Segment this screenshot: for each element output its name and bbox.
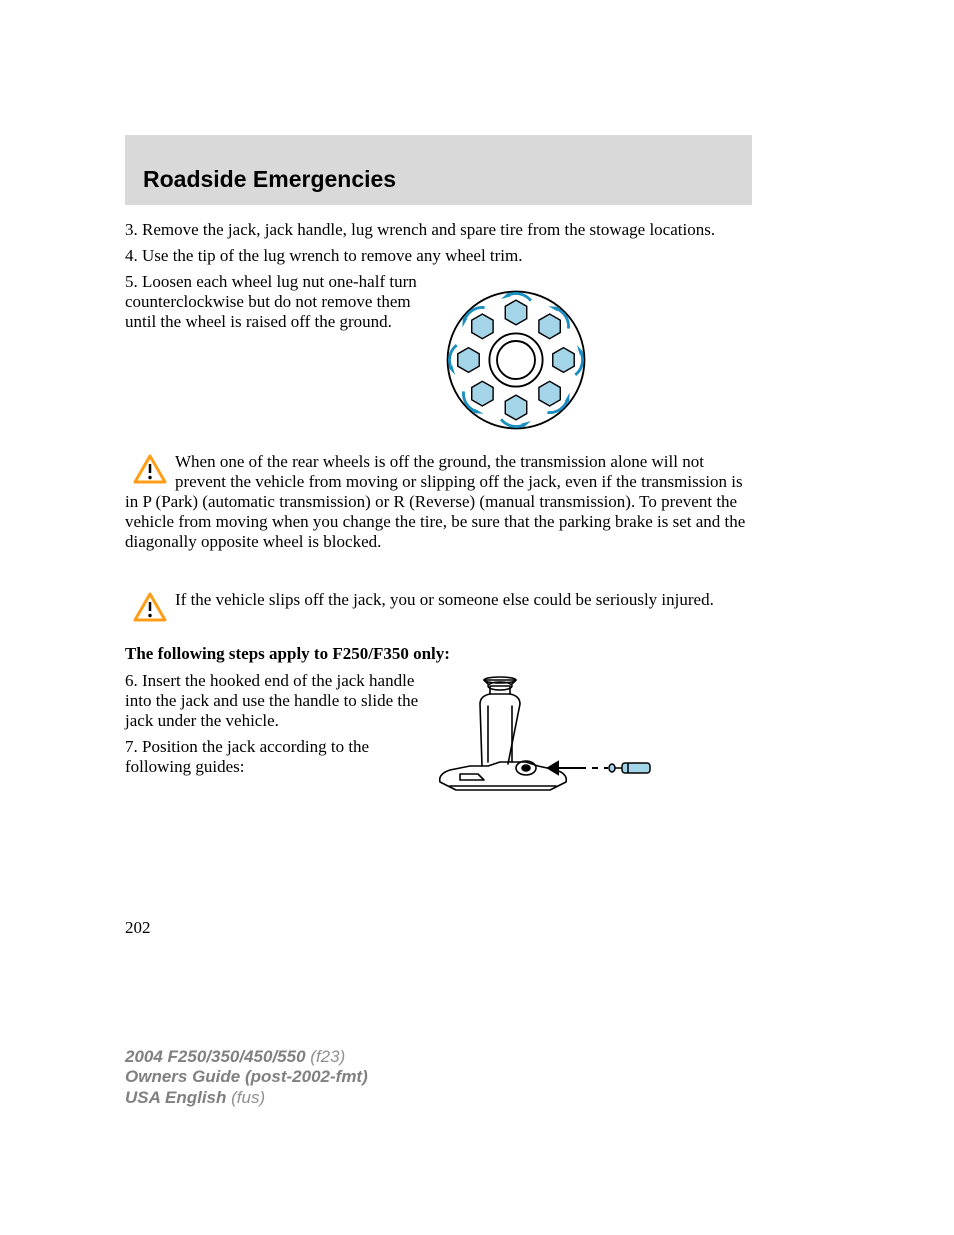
lug-nut-diagram	[440, 284, 592, 436]
jack-diagram	[430, 674, 656, 804]
lug-nut	[458, 348, 479, 373]
rotation-arrowhead	[474, 409, 484, 414]
lug-nut	[539, 314, 560, 339]
footer-lang: USA English	[125, 1088, 226, 1107]
rotation-arrowhead	[565, 393, 570, 403]
warning-icon	[133, 454, 167, 484]
rotation-arrow	[575, 351, 582, 375]
page-number: 202	[125, 918, 151, 938]
footer-code-1: (f23)	[310, 1047, 345, 1066]
warning-text-2: If the vehicle slips off the jack, you o…	[125, 590, 752, 610]
step-4: 4. Use the tip of the lug wrench to remo…	[125, 246, 752, 266]
footer-line-1: 2004 F250/350/450/550 (f23)	[125, 1047, 368, 1067]
footer-code-2: (fus)	[231, 1088, 265, 1107]
step-6: 6. Insert the hooked end of the jack han…	[125, 671, 435, 731]
rotation-arrowhead	[462, 318, 467, 328]
section-header: Roadside Emergencies	[125, 135, 752, 205]
lug-nut	[539, 381, 560, 406]
rotation-arrowhead	[549, 306, 559, 311]
footer-model: 2004 F250/350/450/550	[125, 1047, 306, 1066]
step-7: 7. Position the jack according to the fo…	[125, 737, 435, 777]
warning-icon	[133, 592, 167, 622]
warning-text-1: When one of the rear wheels is off the g…	[125, 452, 752, 552]
warning-box-1: When one of the rear wheels is off the g…	[125, 452, 752, 552]
footer-line-2: Owners Guide (post-2002-fmt)	[125, 1067, 368, 1087]
footer: 2004 F250/350/450/550 (f23) Owners Guide…	[125, 1047, 368, 1108]
lug-nut	[472, 314, 493, 339]
step-3: 3. Remove the jack, jack handle, lug wre…	[125, 220, 752, 240]
rotation-arrow	[507, 293, 531, 300]
footer-line-3: USA English (fus)	[125, 1088, 368, 1108]
rotation-arrow	[501, 419, 525, 426]
rotation-arrow	[449, 345, 456, 369]
subheading: The following steps apply to F250/F350 o…	[125, 644, 752, 664]
lug-nut	[472, 381, 493, 406]
lug-nut	[505, 300, 526, 325]
lug-nut	[553, 348, 574, 373]
lug-nut	[505, 395, 526, 420]
section-title: Roadside Emergencies	[143, 166, 396, 193]
warning-box-2: If the vehicle slips off the jack, you o…	[125, 590, 752, 622]
step-5: 5. Loosen each wheel lug nut one-half tu…	[125, 272, 435, 332]
